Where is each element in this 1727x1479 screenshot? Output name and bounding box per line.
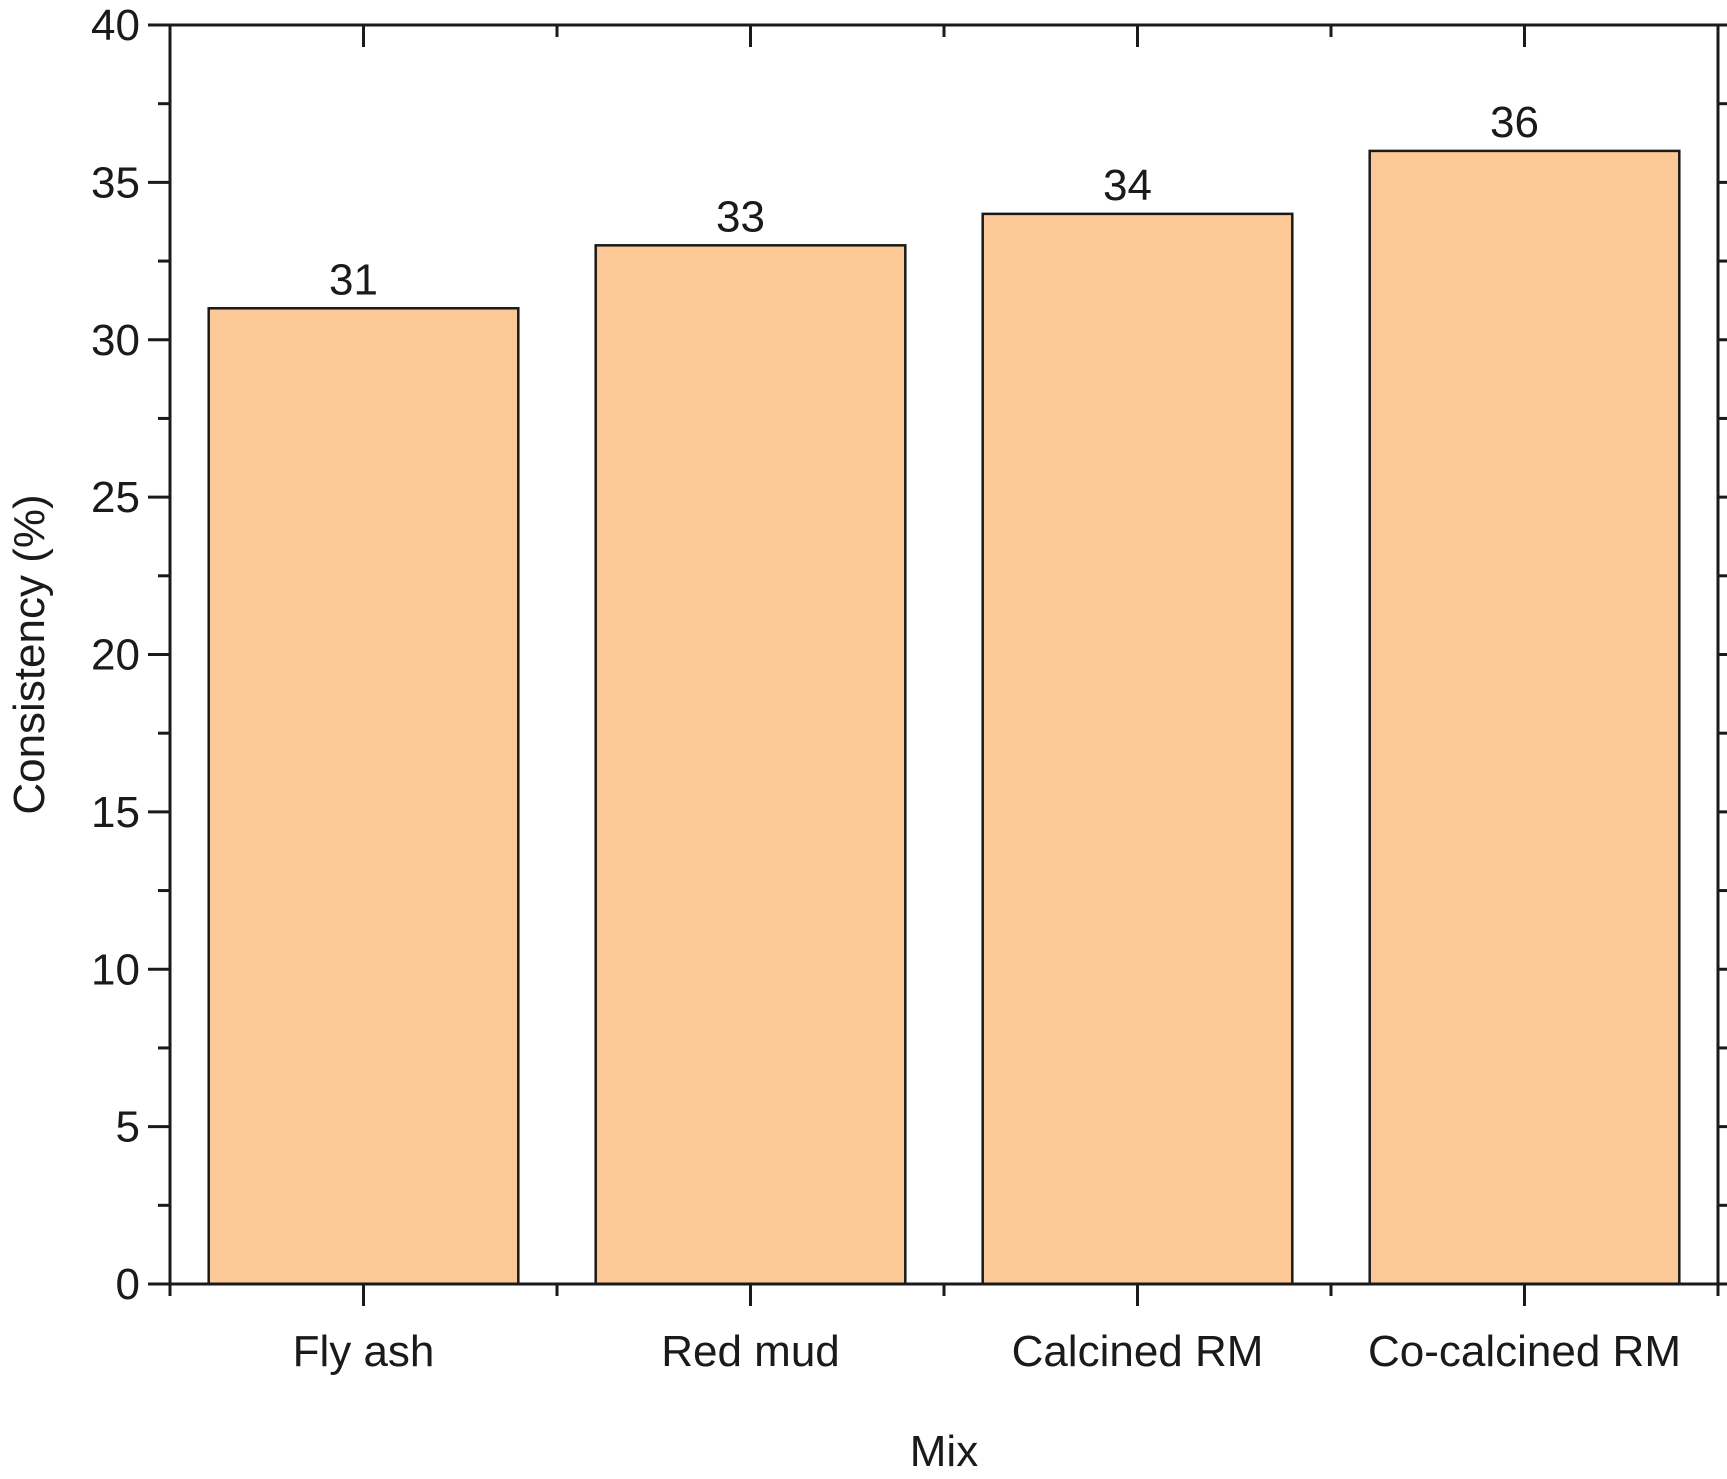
x-tick-label-1: Red mud <box>661 1327 840 1376</box>
y-tick-label-1: 5 <box>116 1103 140 1152</box>
x-axis-title: Mix <box>910 1427 978 1476</box>
data-labels-group: 31 33 34 36 <box>329 98 1539 304</box>
bar-0 <box>207 307 520 1286</box>
bar-2 <box>981 212 1294 1286</box>
x-tick-label-2: Calcined RM <box>1012 1327 1264 1376</box>
y-tick-label-0: 0 <box>116 1260 140 1309</box>
y-axis-title: Consistency (%) <box>5 494 54 814</box>
x-ticks-group: Fly ash Red mud Calcined RM Co-calcined RM <box>168 25 1720 1376</box>
y-tick-label-4: 20 <box>91 631 140 680</box>
bar-1 <box>594 244 907 1286</box>
y-ticks-group: 0 5 10 15 20 25 30 35 40 <box>91 1 1727 1309</box>
bars-group <box>207 149 1681 1286</box>
y-tick-label-6: 30 <box>91 316 140 365</box>
bar-3 <box>1368 149 1681 1286</box>
x-tick-label-3: Co-calcined RM <box>1368 1327 1681 1376</box>
y-tick-label-2: 10 <box>91 945 140 994</box>
data-label-2: 34 <box>1103 161 1152 210</box>
data-label-0: 31 <box>329 255 378 304</box>
x-tick-label-0: Fly ash <box>293 1327 435 1376</box>
y-tick-label-8: 40 <box>91 1 140 50</box>
data-label-1: 33 <box>716 192 765 241</box>
y-tick-label-3: 15 <box>91 788 140 837</box>
data-label-3: 36 <box>1490 98 1539 147</box>
y-tick-label-7: 35 <box>91 158 140 207</box>
y-tick-label-5: 25 <box>91 473 140 522</box>
